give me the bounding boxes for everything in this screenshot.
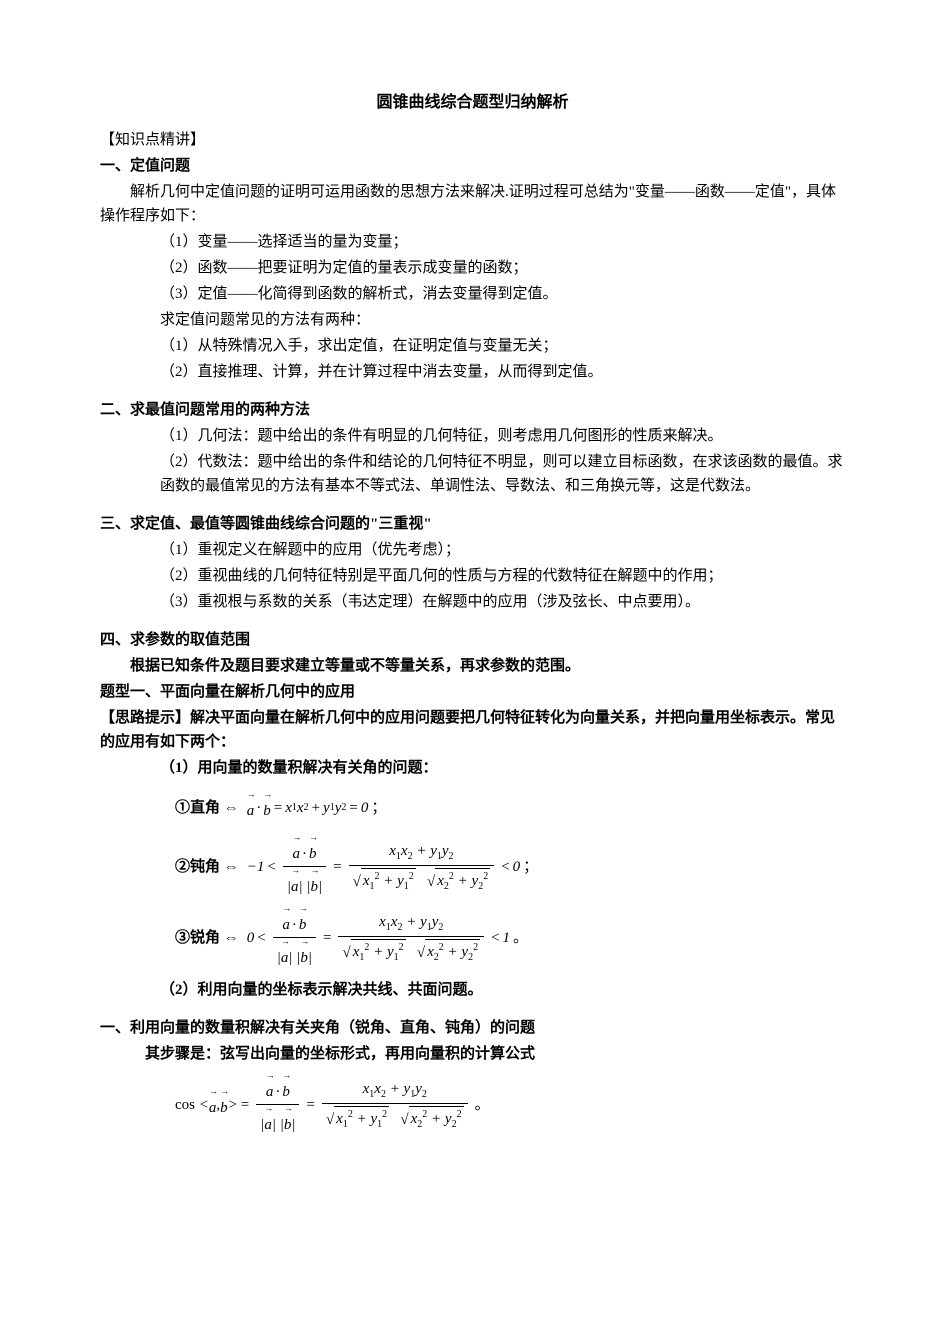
section-1-item-2: （2）函数——把要证明为定值的量表示成变量的函数； (100, 256, 845, 280)
section-1-item-1: （1）变量——选择适当的量为变量； (100, 230, 845, 254)
knowledge-heading: 【知识点精讲】 (100, 128, 845, 152)
formula-3-math: 0 < a·b |a| |b| = x1x2 + y1y2 x12 + y12 … (247, 907, 531, 970)
topic-2-heading: 一、利用向量的数量积解决有关夹角（锐角、直角、钝角）的问题 (100, 1016, 845, 1040)
topic-1-hint: 【思路提示】解决平面向量在解析几何中的应用问题要把几何特征转化为向量关系，并把向… (100, 706, 845, 754)
document-title: 圆锥曲线综合题型归纳解析 (100, 90, 845, 116)
topic-1-heading: 题型一、平面向量在解析几何中的应用 (100, 680, 845, 704)
section-2-item-2: （2）代数法：题中给出的条件和结论的几何特征不明显，则可以建立目标函数，在求该函… (100, 450, 845, 498)
formula-cosine-math: cos <a,b> = a·b |a| |b| = x1x2 + y1y2 x1… (175, 1074, 493, 1137)
section-2-heading: 二、求最值问题常用的两种方法 (100, 398, 845, 422)
topic-1-sub1: （1）用向量的数量积解决有关角的问题： (100, 756, 845, 780)
section-1-method-2: （2）直接推理、计算，并在计算过程中消去变量，从而得到定值。 (100, 360, 845, 384)
formula-2-label: ②钝角 ⇔ (175, 855, 239, 879)
document-page: 圆锥曲线综合题型归纳解析 【知识点精讲】 一、定值问题 解析几何中定值问题的证明… (0, 0, 945, 1205)
topic-1-sub2: （2）利用向量的坐标表示解决共线、共面问题。 (100, 978, 845, 1002)
section-1-heading: 一、定值问题 (100, 154, 845, 178)
formula-1-math: a·b = x1x2 + y1y2 = 0 ； (247, 793, 390, 823)
formula-2-math: −1 < a·b |a| |b| = x1x2 + y1y2 x12 + y12… (247, 836, 541, 899)
formula-cosine: cos <a,b> = a·b |a| |b| = x1x2 + y1y2 x1… (100, 1074, 845, 1137)
section-3-heading: 三、求定值、最值等圆锥曲线综合问题的"三重视" (100, 512, 845, 536)
topic-2-step: 其步骤是：弦写出向量的坐标形式，再用向量积的计算公式 (100, 1042, 845, 1066)
section-4-text: 根据已知条件及题目要求建立等量或不等量关系，再求参数的范围。 (100, 654, 845, 678)
section-1-item-3: （3）定值——化简得到函数的解析式，消去变量得到定值。 (100, 282, 845, 306)
formula-right-angle: ①直角 ⇔ a·b = x1x2 + y1y2 = 0 ； (100, 788, 845, 828)
formula-3-label: ③锐角 ⇔ (175, 926, 239, 950)
section-1-method-1: （1）从特殊情况入手，求出定值，在证明定值与变量无关； (100, 334, 845, 358)
formula-1-label: ①直角 ⇔ (175, 796, 239, 820)
section-3-item-3: （3）重视根与系数的关系（韦达定理）在解题中的应用（涉及弦长、中点要用）。 (100, 590, 845, 614)
section-3-item-1: （1）重视定义在解题中的应用（优先考虑）； (100, 538, 845, 562)
section-1-intro: 解析几何中定值问题的证明可运用函数的思想方法来解决.证明过程可总结为"变量——函… (100, 180, 845, 228)
formula-acute-angle: ③锐角 ⇔ 0 < a·b |a| |b| = x1x2 + y1y2 x12 … (100, 907, 845, 970)
section-4-heading: 四、求参数的取值范围 (100, 628, 845, 652)
section-1-sub: 求定值问题常见的方法有两种： (100, 308, 845, 332)
section-2-item-1: （1）几何法：题中给出的条件有明显的几何特征，则考虑用几何图形的性质来解决。 (100, 424, 845, 448)
section-3-item-2: （2）重视曲线的几何特征特别是平面几何的性质与方程的代数特征在解题中的作用； (100, 564, 845, 588)
formula-obtuse-angle: ②钝角 ⇔ −1 < a·b |a| |b| = x1x2 + y1y2 x12… (100, 836, 845, 899)
